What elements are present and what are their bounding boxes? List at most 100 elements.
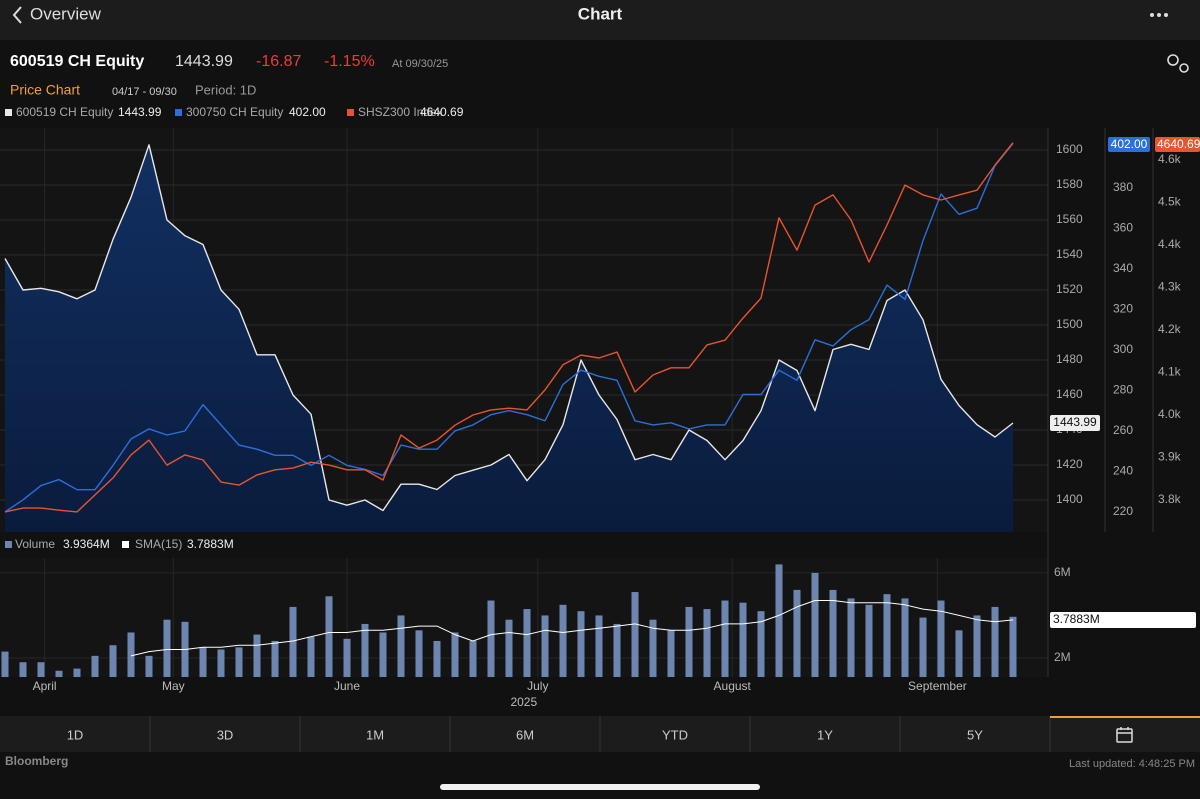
screen-title: Chart [578, 4, 623, 23]
ticker: 600519 CH Equity [10, 53, 144, 70]
legend-swatch [175, 109, 182, 116]
volume-bar [109, 645, 117, 677]
area [5, 144, 1013, 533]
y-tick-label: 1500 [1056, 317, 1083, 331]
line [4, 144, 1014, 512]
volume-bar [613, 623, 621, 677]
last-value-tag [1050, 415, 1100, 432]
volume-bar [451, 632, 459, 677]
y-tick-label: 4.6k [1158, 152, 1182, 166]
last-updated: Last updated: 4:48:25 PM [1069, 758, 1195, 770]
volume-bar [325, 596, 333, 677]
y-tick-label: 1480 [1056, 352, 1083, 366]
volume-bar [1, 651, 9, 677]
period-button[interactable]: 1Y [817, 727, 833, 742]
volume-bar [307, 636, 315, 677]
settings-icon[interactable] [1167, 54, 1189, 73]
volume-bar [847, 598, 855, 677]
last-value-label: 402.00 [1111, 137, 1148, 151]
period-button[interactable]: YTD [662, 727, 688, 742]
y-tick-label: 360 [1113, 221, 1133, 235]
period-button[interactable]: 3D [217, 727, 234, 742]
volume-bar [559, 604, 567, 677]
period-button[interactable]: 5Y [967, 727, 983, 742]
menu-button[interactable] [1150, 13, 1168, 17]
y-tick-label: 2M [1054, 650, 1071, 664]
y-tick-label: 1400 [1056, 492, 1083, 506]
y-tick-label: 1460 [1056, 387, 1083, 401]
y-tick-label: 1600 [1056, 142, 1083, 156]
legend-value: 1443.99 [118, 105, 162, 119]
legend-swatch [5, 541, 12, 548]
legend-name: SHSZ300 Index [358, 105, 443, 119]
volume-bar [721, 600, 729, 677]
x-tick-label: May [162, 679, 185, 693]
legend-name: 300750 CH Equity [186, 105, 283, 119]
volume-bar [631, 592, 639, 677]
volume-bar [199, 647, 207, 677]
y-tick-label: 4.2k [1158, 322, 1182, 336]
change-pct: -1.15% [324, 53, 375, 70]
volume-bar [919, 617, 927, 677]
y-tick-label: 340 [1113, 261, 1133, 275]
volume-bar [523, 609, 531, 677]
volume-bar [901, 598, 909, 677]
volume-bar [271, 640, 279, 677]
y-tick-label: 380 [1113, 180, 1133, 194]
volume-bar [775, 564, 783, 677]
calendar-button[interactable] [1116, 727, 1133, 743]
volume-bar [37, 662, 45, 677]
x-axis-year: 2025 [510, 695, 537, 709]
volume-bar [163, 619, 171, 677]
y-tick-label: 1580 [1056, 177, 1083, 191]
volume-bar [289, 606, 297, 677]
y-tick-label: 260 [1113, 423, 1133, 437]
volume-bar [973, 615, 981, 677]
volume-bar [739, 602, 747, 677]
legend-value: 3.7883M [187, 537, 234, 551]
last-value-label: 4640.69 [1157, 137, 1200, 151]
line [4, 142, 1014, 513]
period-button[interactable]: 1D [67, 727, 84, 742]
last-value-label: 3.7883M [1053, 612, 1100, 626]
volume-bar [343, 638, 351, 677]
y-tick-label: 4.3k [1158, 280, 1182, 294]
volume-bar [757, 611, 765, 677]
last-value-label: 1443.99 [1053, 415, 1097, 429]
legend-swatch [122, 541, 129, 548]
charts: 1400142014401460148015001520154015601580… [0, 105, 1200, 709]
period-button[interactable]: 6M [516, 727, 534, 742]
y-tick-label: 220 [1113, 504, 1133, 518]
chart-title: Price Chart [10, 82, 80, 98]
volume-bar [685, 606, 693, 677]
volume-bar [379, 632, 387, 677]
x-tick-label: September [908, 679, 967, 693]
y-tick-label: 320 [1113, 302, 1133, 316]
last-value-tag [1108, 137, 1150, 152]
last-value-tag [1155, 137, 1200, 152]
period-buttons: 1D 3D 1M 6M YTD 1Y 5Y [67, 716, 1051, 752]
period-button[interactable]: 1M [366, 727, 384, 742]
as-of: At 09/30/25 [392, 58, 448, 70]
y-tick-label: 1420 [1056, 457, 1083, 471]
y-tick-label: 240 [1113, 464, 1133, 478]
volume-bar [55, 670, 63, 677]
back-button[interactable]: Overview [30, 4, 102, 23]
legend-value: 402.00 [289, 105, 326, 119]
volume-bar [955, 630, 963, 677]
volume-bar [415, 630, 423, 677]
volume-bar [829, 589, 837, 677]
y-tick-label: 4.4k [1158, 237, 1182, 251]
home-indicator [440, 784, 760, 790]
x-tick-label: August [714, 679, 752, 693]
volume-bar [487, 600, 495, 677]
volume-bar [937, 600, 945, 677]
legend-value: 3.9364M [63, 537, 110, 551]
y-tick-label: 3.8k [1158, 492, 1182, 506]
legend-swatch [347, 109, 354, 116]
volume-bar [73, 668, 81, 677]
back-icon[interactable] [12, 6, 22, 24]
y-tick-label: 1540 [1056, 247, 1083, 261]
volume-bar [991, 606, 999, 677]
y-tick-label: 4.5k [1158, 195, 1182, 209]
